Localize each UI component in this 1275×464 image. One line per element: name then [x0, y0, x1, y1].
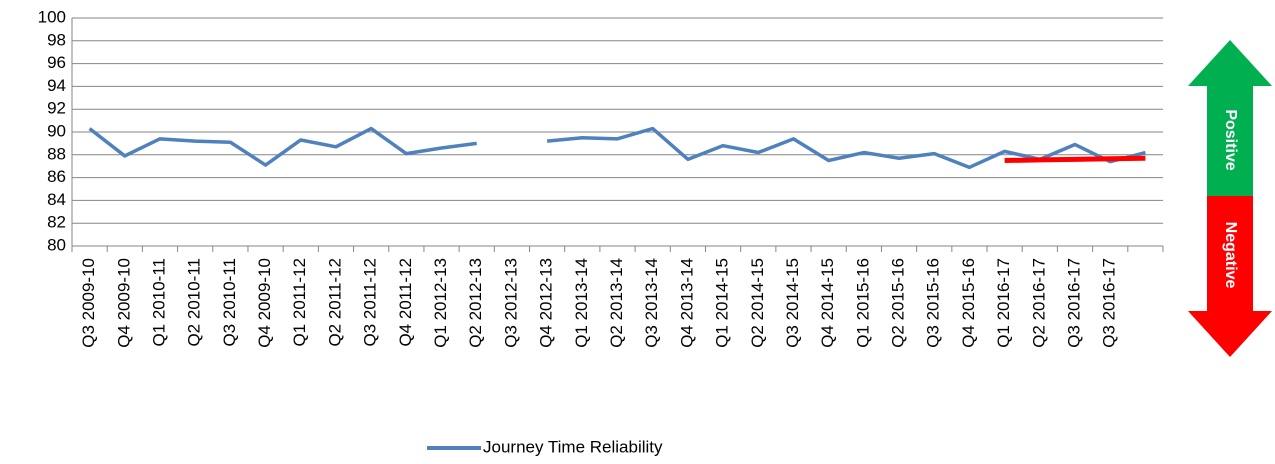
data-line	[88, 126, 1146, 170]
y-tick-label: 80	[47, 235, 66, 254]
y-tick-label: 100	[38, 7, 66, 26]
x-tick-label: Q1 2013-14	[572, 258, 591, 348]
x-tick-label: Q2 2011-12	[325, 258, 344, 347]
negative-label: Negative	[1222, 222, 1239, 289]
x-tick-label: Q2 2015-16	[889, 258, 908, 348]
x-tick-label: Q4 2015-16	[959, 258, 978, 348]
x-tick-label: Q4 2009-10	[114, 258, 133, 348]
x-tick-label: Q3 2012-13	[501, 258, 520, 348]
negative-arrow	[1188, 196, 1272, 357]
x-tick-label: Q2 2014-15	[748, 258, 767, 348]
x-tick-label: Q3 2011-12	[361, 258, 380, 347]
x-tick-label: Q1 2014-15	[713, 258, 732, 348]
positive-label: Positive	[1222, 109, 1239, 170]
y-tick-label: 92	[47, 99, 66, 118]
y-tick-label: 86	[47, 167, 66, 186]
x-tick-label: Q4 2012-13	[537, 258, 556, 348]
x-tick-label: Q3 2014-15	[783, 258, 802, 348]
x-tick-label: Q1 2012-13	[431, 258, 450, 348]
x-tick-label: Q2 2013-14	[607, 258, 626, 348]
y-tick-label: 90	[47, 121, 66, 140]
positive-arrow	[1188, 40, 1272, 196]
x-tick-label: Q1 2016-17	[994, 258, 1013, 348]
trend-line	[1004, 155, 1146, 163]
y-tick-label: 88	[47, 144, 66, 163]
x-tick-label: Q3 2015-16	[924, 258, 943, 348]
x-tick-label: Q3 2010-11	[220, 258, 239, 347]
y-tick-label: 82	[47, 213, 66, 232]
x-tick-label: Q2 2016-17	[1029, 258, 1048, 348]
x-tick-label: Q4 2014-15	[818, 258, 837, 348]
x-tick-label: Q1 2010-11	[149, 258, 168, 347]
x-tick-label: Q4 2013-14	[677, 258, 696, 348]
y-tick-label: 84	[47, 190, 66, 209]
y-tick-label: 96	[47, 53, 66, 72]
x-tick-label: Q2 2012-13	[466, 258, 485, 348]
legend-label: Journey Time Reliability	[483, 437, 663, 456]
x-tick-label: Q3 2016-17	[1065, 258, 1084, 348]
x-tick-label: Q1 2015-16	[853, 258, 872, 348]
x-tick-label: Q4 2009-10	[255, 258, 274, 348]
y-tick-label: 98	[47, 30, 66, 49]
y-tick-label: 94	[47, 76, 66, 95]
x-tick-label: Q3 2013-14	[642, 258, 661, 348]
x-tick-label: Q3 2009-10	[79, 258, 98, 348]
x-tick-label: Q3 2016-17	[1100, 258, 1119, 348]
x-tick-label: Q4 2011-12	[396, 258, 415, 347]
x-tick-label: Q1 2011-12	[290, 258, 309, 347]
x-tick-label: Q2 2010-11	[185, 258, 204, 347]
